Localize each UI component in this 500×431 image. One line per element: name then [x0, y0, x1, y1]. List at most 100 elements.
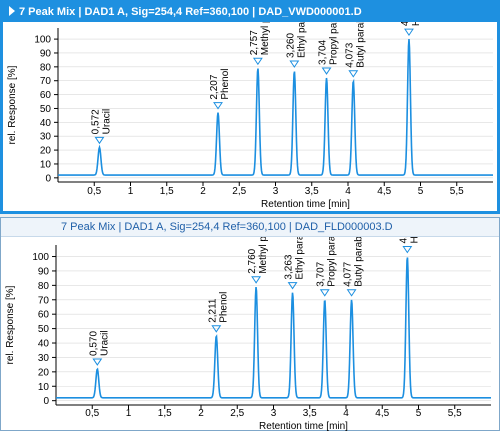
peak-rt-label: 0,570: [88, 331, 99, 356]
peak-rt-label: 2,207: [209, 74, 220, 99]
peak-name-label: Phenol: [218, 292, 229, 323]
signal-trace: [58, 39, 493, 176]
peak-marker-icon: [213, 102, 223, 110]
x-tick-label: 3: [273, 186, 279, 197]
y-tick-label: 80: [38, 281, 50, 292]
peak-rt-label: 2,211: [207, 298, 218, 323]
peak-marker-icon: [321, 67, 332, 75]
y-tick-label: 20: [38, 367, 50, 378]
y-tick-label: 20: [40, 146, 52, 157]
y-tick-label: 0: [43, 396, 49, 407]
chromatogram-panel-2[interactable]: 7 Peak Mix | DAD1 A, Sig=254,4 Ref=360,1…: [0, 217, 500, 431]
x-tick-label: 2,5: [230, 408, 244, 419]
collapse-triangle-icon[interactable]: [9, 6, 15, 17]
chromatogram-panel-1[interactable]: 7 Peak Mix | DAD1 A, Sig=254,4 Ref=360,1…: [0, 0, 500, 214]
y-tick-label: 50: [40, 104, 52, 115]
peak-name-label: Heptyl paraben: [411, 22, 422, 26]
y-axis-label: rel. Response [%]: [7, 65, 18, 144]
y-tick-label: 40: [40, 118, 52, 129]
peak-rt-label: 2,757: [249, 30, 260, 55]
peak-name-label: Phenol: [220, 68, 231, 99]
x-tick-label: 3,5: [303, 408, 317, 419]
y-tick-label: 30: [38, 353, 50, 364]
peak-name-label: Propyl paraben: [327, 237, 338, 287]
x-tick-label: 2,5: [232, 186, 246, 197]
peak-rt-label: 4,846: [398, 237, 409, 244]
y-tick-label: 50: [38, 324, 50, 335]
chromatogram-plot[interactable]: 0 10 20 30 40 50 60 70 80 90 100 0,5 1 1,5 2 2,5 3 3,5 4 4,…: [3, 22, 497, 211]
x-tick-label: 1: [126, 408, 132, 419]
y-tick-label: 100: [34, 35, 51, 46]
y-tick-label: 70: [38, 295, 50, 306]
peak-marker-icon: [287, 282, 298, 290]
y-tick-label: 60: [40, 90, 52, 101]
panel-title-bar[interactable]: 7 Peak Mix | DAD1 A, Sig=254,4 Ref=360,1…: [3, 3, 497, 22]
peak-rt-label: 3,707: [316, 261, 327, 286]
y-tick-label: 70: [40, 76, 52, 87]
peak-marker-icon: [404, 28, 414, 37]
y-tick-label: 30: [40, 132, 52, 143]
peak-name-label: Heptyl paraben: [409, 237, 420, 244]
peak-rt-label: 4,073: [344, 42, 355, 67]
peak-marker-icon: [251, 276, 262, 284]
peak-rt-label: 4,841: [400, 22, 411, 26]
peak-marker-icon: [94, 136, 105, 145]
x-tick-label: 0,5: [85, 408, 99, 419]
peak-name-label: Butyl paraben: [355, 22, 366, 68]
panel-title: 7 Peak Mix | DAD1 A, Sig=254,4 Ref=360,1…: [61, 221, 393, 233]
chromatogram-plot[interactable]: 0 10 20 30 40 50 60 70 80 90 100 0,5 1 1,5 2 2,5 3 3,5 4 4,…: [1, 237, 499, 431]
x-tick-label: 2: [200, 186, 206, 197]
peak-rt-label: 3,260: [285, 33, 296, 58]
y-tick-label: 100: [32, 252, 49, 263]
peak-marker-icon: [346, 289, 357, 297]
x-tick-label: 3,5: [305, 186, 319, 197]
y-tick-label: 10: [38, 382, 50, 393]
x-tick-label: 1: [128, 186, 134, 197]
peak-name-label: Ethyl paraben: [295, 237, 306, 280]
x-axis-label: Retention time [min]: [259, 421, 348, 431]
y-tick-label: 80: [40, 62, 52, 73]
peak-rt-label: 0,572: [90, 109, 101, 134]
x-tick-label: 5: [416, 408, 422, 419]
peak-name-label: Methyl paraben: [260, 22, 271, 55]
peak-marker-icon: [348, 70, 359, 78]
y-axis-label: rel. Response [%]: [5, 285, 16, 364]
x-tick-label: 4: [345, 186, 351, 197]
peak-rt-label: 4,077: [343, 261, 354, 286]
y-tick-label: 40: [38, 339, 50, 350]
x-axis-label: Retention time [min]: [261, 199, 350, 210]
x-tick-label: 5,5: [448, 408, 462, 419]
x-tick-label: 3: [271, 408, 277, 419]
peak-marker-icon: [211, 325, 222, 333]
peak-marker-icon: [92, 358, 103, 366]
peak-marker-icon: [289, 60, 300, 68]
x-tick-label: 0,5: [87, 186, 101, 197]
x-tick-label: 2: [198, 408, 204, 419]
y-tick-label: 90: [38, 266, 50, 277]
peak-rt-label: 3,263: [284, 254, 295, 279]
x-tick-label: 4,5: [375, 408, 389, 419]
peak-marker-icon: [402, 246, 413, 254]
peak-rt-label: 3,704: [318, 39, 329, 64]
peak-name-label: Methyl paraben: [258, 237, 269, 274]
peak-marker-icon: [319, 289, 330, 297]
peak-name-label: Propyl paraben: [329, 22, 340, 65]
peak-name-label: Uracil: [101, 109, 112, 135]
peak-name-label: Butyl paraben: [354, 237, 365, 287]
x-tick-label: 1,5: [160, 186, 174, 197]
y-tick-label: 90: [40, 48, 52, 59]
peak-marker-icon: [252, 57, 263, 66]
x-tick-label: 5,5: [450, 186, 464, 197]
panel-title-bar[interactable]: 7 Peak Mix | DAD1 A, Sig=254,4 Ref=360,1…: [1, 218, 499, 237]
x-tick-label: 4,5: [377, 186, 391, 197]
y-tick-label: 10: [40, 159, 52, 170]
peak-name-label: Uracil: [99, 330, 110, 356]
peak-name-label: Ethyl paraben: [296, 22, 307, 58]
y-tick-label: 60: [38, 310, 50, 321]
x-tick-label: 5: [418, 186, 424, 197]
x-tick-label: 1,5: [158, 408, 172, 419]
peak-rt-label: 2,760: [247, 248, 258, 273]
signal-trace: [56, 257, 491, 399]
panel-title: 7 Peak Mix | DAD1 A, Sig=254,4 Ref=360,1…: [19, 6, 362, 18]
y-tick-label: 0: [45, 173, 51, 184]
